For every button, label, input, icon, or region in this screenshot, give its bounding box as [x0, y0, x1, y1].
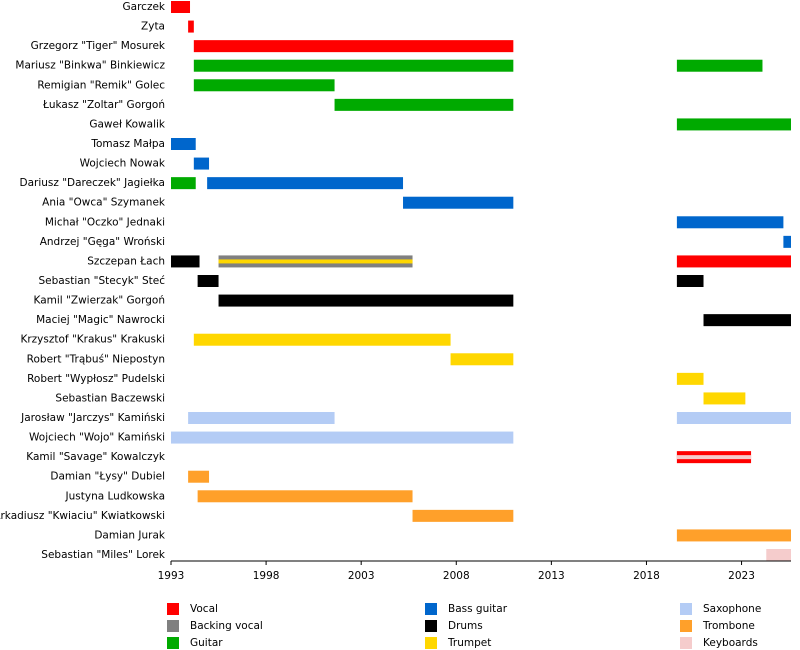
legend-label: Trumpet — [447, 637, 491, 649]
legend-label: Keyboards — [703, 637, 758, 649]
tenure-bar — [676, 216, 784, 229]
x-tick-label: 2003 — [348, 570, 375, 582]
member-name: Grzegorz "Tiger" Mosurek — [31, 40, 166, 52]
legend-swatch — [425, 620, 437, 632]
tenure-bar — [171, 138, 196, 150]
tenure-bar — [193, 79, 335, 92]
member-name: Gaweł Kowalik — [89, 118, 166, 130]
member-name: Jarosław "Jarczys" Kamiński — [20, 412, 165, 424]
member-name: Damian Jurak — [94, 529, 166, 541]
tenure-bar — [676, 59, 763, 72]
member-name: Kamil "Savage" Kowalczyk — [26, 451, 166, 463]
member-name: Szczepan Łach — [87, 255, 165, 267]
member-name: Sebastian "Miles" Lorek — [41, 549, 166, 561]
legend-label: Saxophone — [703, 603, 761, 615]
tenure-bar — [676, 275, 704, 287]
tenure-bar — [703, 314, 791, 327]
member-name: Robert "Wypłosz" Pudelski — [27, 373, 165, 385]
member-name: Wojciech Nowak — [80, 158, 166, 170]
legend-label: Vocal — [190, 603, 218, 615]
x-tick-label: 1998 — [253, 570, 280, 582]
tenure-bar — [171, 255, 200, 268]
tenure-bar — [193, 333, 451, 346]
member-name: Robert "Trąbuś" Niepostyn — [27, 353, 165, 365]
legend-swatch — [167, 637, 179, 649]
member-name: Andrzej "Gęga" Wroński — [40, 236, 165, 248]
member-name: Dariusz "Dareczek" Jagiełka — [19, 177, 165, 189]
tenure-bar — [188, 412, 335, 424]
tenure-bar — [783, 235, 791, 248]
tenure-bar — [766, 549, 791, 561]
tenure-bar — [676, 529, 791, 542]
legend-swatch — [425, 637, 437, 649]
legend-label: Backing vocal — [190, 620, 263, 632]
tenure-bar — [193, 157, 210, 170]
legend-label: Drums — [448, 620, 483, 632]
tenure-bar — [403, 196, 514, 209]
tenure-bar — [703, 392, 746, 405]
member-name: Arkadiusz "Kwiaciu" Kwiatkowski — [0, 510, 165, 522]
x-tick-label: 2018 — [633, 570, 660, 582]
member-name: Tomasz Małpa — [90, 138, 165, 150]
x-tick-label: 2008 — [443, 570, 470, 582]
member-name: Ania "Owca" Szymanek — [42, 197, 166, 209]
member-name: Łukasz "Zoltar" Gorgoń — [42, 99, 165, 111]
tenure-bar — [171, 1, 191, 13]
legend-swatch — [167, 620, 179, 632]
member-name: Zyta — [141, 21, 165, 33]
legend-label: Bass guitar — [448, 603, 508, 615]
legend-swatch — [680, 620, 692, 632]
member-name: Sebastian Baczewski — [55, 392, 165, 404]
member-name: Maciej "Magic" Nawrocki — [36, 314, 165, 326]
member-name: Kamil "Zwierzak" Gorgoń — [34, 295, 165, 307]
member-name: Sebastian "Stecyk" Steć — [39, 275, 166, 287]
tenure-bar — [412, 509, 514, 522]
tenure-bar — [334, 98, 514, 111]
legend-label: Trombone — [702, 620, 755, 632]
tenure-bar — [188, 470, 210, 483]
member-name: Garczek — [123, 1, 166, 13]
tenure-bar — [197, 275, 219, 287]
member-name: Justyna Ludkowska — [65, 490, 165, 502]
member-name: Wojciech "Wojo" Kamiński — [29, 432, 165, 444]
member-name: Mariusz "Binkwa" Binkiewicz — [15, 60, 165, 72]
tenure-bar — [171, 431, 514, 444]
x-tick-label: 2013 — [538, 570, 565, 582]
tenure-bar — [218, 259, 413, 264]
tenure-bar — [676, 118, 791, 131]
tenure-bar — [450, 353, 514, 366]
legend-swatch — [425, 603, 437, 615]
tenure-bar — [676, 255, 791, 268]
tenure-bar — [188, 20, 194, 33]
legend-swatch — [167, 603, 179, 615]
tenure-bar — [676, 455, 752, 460]
x-tick-label: 2023 — [728, 570, 755, 582]
member-name: Damian "Łysy" Dubiel — [50, 471, 165, 483]
member-name: Krzysztof "Krakus" Krakuski — [20, 334, 165, 346]
legend-swatch — [680, 637, 692, 649]
tenure-bar — [207, 177, 404, 190]
tenure-bar — [171, 177, 196, 190]
member-name: Remigian "Remik" Golec — [37, 79, 165, 91]
tenure-bar — [197, 490, 413, 503]
member-name: Michał "Oczko" Jednaki — [45, 216, 165, 228]
tenure-bar — [193, 40, 514, 53]
tenure-bar — [676, 372, 704, 385]
tenure-bar — [218, 294, 514, 307]
legend-swatch — [680, 603, 692, 615]
tenure-bar — [193, 59, 514, 72]
x-tick-label: 1993 — [158, 570, 185, 582]
legend-label: Guitar — [190, 637, 223, 649]
tenure-bar — [676, 412, 791, 424]
